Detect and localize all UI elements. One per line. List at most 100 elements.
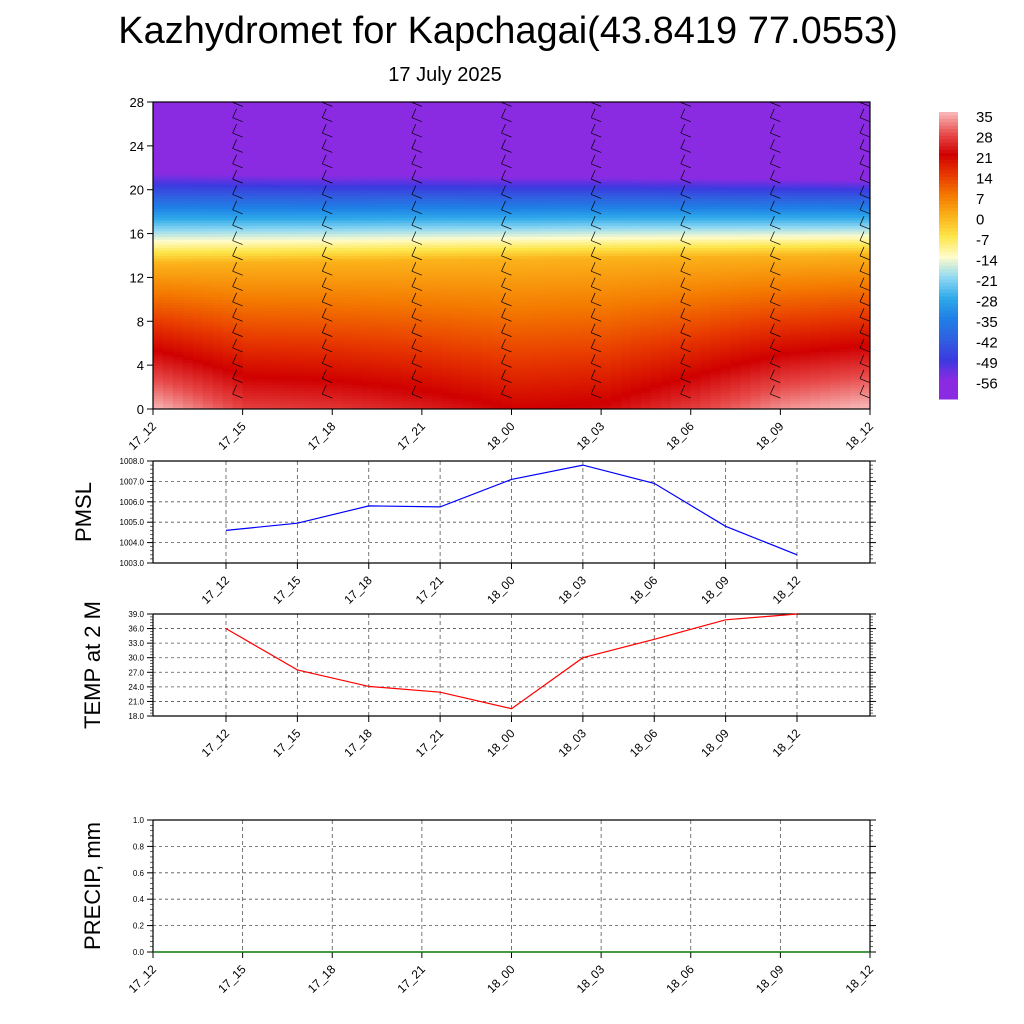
wind-barb — [590, 224, 602, 230]
wind-barb — [411, 163, 423, 169]
wind-barb — [501, 132, 512, 138]
wind-barb — [590, 178, 602, 184]
y-tick-label: 30.0 — [128, 654, 144, 663]
wind-barb — [322, 316, 333, 322]
heatmap-x-tick-label: 17_21 — [394, 419, 428, 453]
wind-barb — [153, 351, 154, 352]
heatmap-x-tick-label: 17_18 — [305, 419, 339, 453]
x-tick-label: 18_03 — [574, 962, 608, 996]
wind-barb — [859, 255, 870, 261]
heatmap-y-tick-label: 16 — [130, 227, 144, 242]
colorbar-label: -49 — [976, 355, 998, 372]
wind-barb — [322, 255, 333, 261]
wind-barb — [153, 136, 154, 138]
wind-barb — [411, 102, 423, 107]
wind-barb — [590, 393, 602, 399]
wind-barb — [232, 316, 243, 322]
wind-barb — [590, 347, 602, 353]
wind-barb — [501, 332, 512, 337]
wind-barb — [770, 117, 781, 123]
wind-barb — [411, 286, 423, 291]
wind-barb — [153, 228, 154, 230]
wind-barb — [680, 117, 691, 123]
wind-barb — [411, 316, 423, 322]
y-tick-label: 24.0 — [128, 683, 144, 692]
wind-barb — [770, 301, 781, 307]
x-tick-label: 18_00 — [484, 726, 518, 760]
heatmap-y-tick-label: 24 — [130, 139, 144, 154]
wind-barb — [322, 209, 333, 215]
y-tick-label: 1003.0 — [120, 559, 145, 568]
temperature-heatmap-panel: 0 4 8 12 16 20 24 28 17_12 17_15 17_18 17_21 18_00 18… — [126, 95, 877, 453]
wind-barb — [232, 178, 243, 184]
wind-barb — [680, 132, 691, 138]
wind-barb — [680, 316, 691, 322]
wind-barb — [590, 240, 602, 245]
wind-barb — [411, 393, 423, 399]
x-tick-label: 17_12 — [199, 726, 233, 760]
y-tick-label: 33.0 — [128, 639, 144, 648]
x-tick-label: 17_21 — [394, 962, 428, 996]
wind-barb — [322, 163, 333, 169]
wind-barb — [770, 255, 781, 261]
wind-barb — [680, 363, 691, 368]
heatmap-x-tick-label: 18_09 — [753, 419, 787, 453]
wind-barb — [859, 240, 870, 245]
wind-barb — [859, 286, 870, 291]
x-tick-label: 18_12 — [770, 726, 804, 760]
wind-barb — [859, 332, 870, 337]
wind-barb — [590, 209, 602, 215]
wind-barb — [322, 393, 333, 399]
wind-barb — [501, 270, 512, 276]
y-tick-label: 1.0 — [133, 816, 145, 825]
wind-barb — [411, 332, 423, 337]
heatmap-x-tick-label: 18_00 — [484, 419, 518, 453]
pmsl-panel: 1003.0 1004.0 1005.0 1006.0 1007.0 1008.0 17_1… — [71, 457, 876, 607]
wind-barb — [590, 363, 602, 368]
wind-barb — [322, 363, 333, 368]
wind-barb — [322, 102, 333, 107]
wind-barb — [501, 255, 512, 261]
heatmap-x-tick-label: 18_12 — [843, 419, 877, 453]
wind-barb — [770, 286, 781, 291]
wind-barb — [590, 163, 602, 169]
wind-barb — [770, 240, 781, 245]
series-line — [225, 464, 798, 556]
colorbar-label: 35 — [976, 109, 993, 126]
wind-barb — [501, 347, 512, 353]
colorbar-label: 7 — [976, 191, 984, 208]
wind-barb — [680, 378, 691, 384]
wind-barb — [411, 117, 423, 123]
colorbar: 35 28 21 14 7 0 -7 -14 -21 -28 -35 -42 -49 -56 — [939, 109, 998, 400]
wind-barb — [680, 163, 691, 169]
wind-barb — [322, 347, 333, 353]
precip-panel: 0.0 0.2 0.4 0.6 0.8 1.0 17_12 17_15 17_18 17_21 18… — [80, 816, 876, 996]
wind-barb — [153, 198, 154, 199]
wind-barb — [411, 194, 423, 199]
heatmap-y-tick-label: 20 — [130, 183, 144, 198]
wind-barb — [680, 270, 691, 276]
wind-barb — [590, 102, 602, 107]
wind-barb — [859, 378, 870, 384]
wind-barb — [859, 194, 870, 199]
colorbar-label: -21 — [976, 273, 998, 290]
colorbar-label: -28 — [976, 294, 998, 311]
wind-barb — [770, 209, 781, 215]
y-tick-label: 27.0 — [128, 668, 144, 677]
wind-barb — [501, 378, 512, 384]
wind-barb — [680, 286, 691, 291]
wind-barb — [232, 286, 243, 291]
colorbar-label: -7 — [976, 232, 989, 249]
wind-barb — [322, 378, 333, 384]
wind-barb — [770, 102, 781, 107]
wind-barb — [859, 347, 870, 353]
wind-barb — [411, 363, 423, 368]
temp-2m-panel: 18.0 21.0 24.0 27.0 30.0 33.0 36.0 39.0 17_12 17_… — [80, 601, 876, 760]
colorbar-label: -42 — [976, 335, 998, 352]
heatmap-y-tick-label: 4 — [137, 358, 144, 373]
wind-barb — [770, 224, 781, 230]
wind-barb — [680, 194, 691, 199]
wind-barb — [680, 209, 691, 215]
wind-barb — [322, 286, 333, 291]
heatmap-y-tick-label: 0 — [137, 402, 144, 417]
